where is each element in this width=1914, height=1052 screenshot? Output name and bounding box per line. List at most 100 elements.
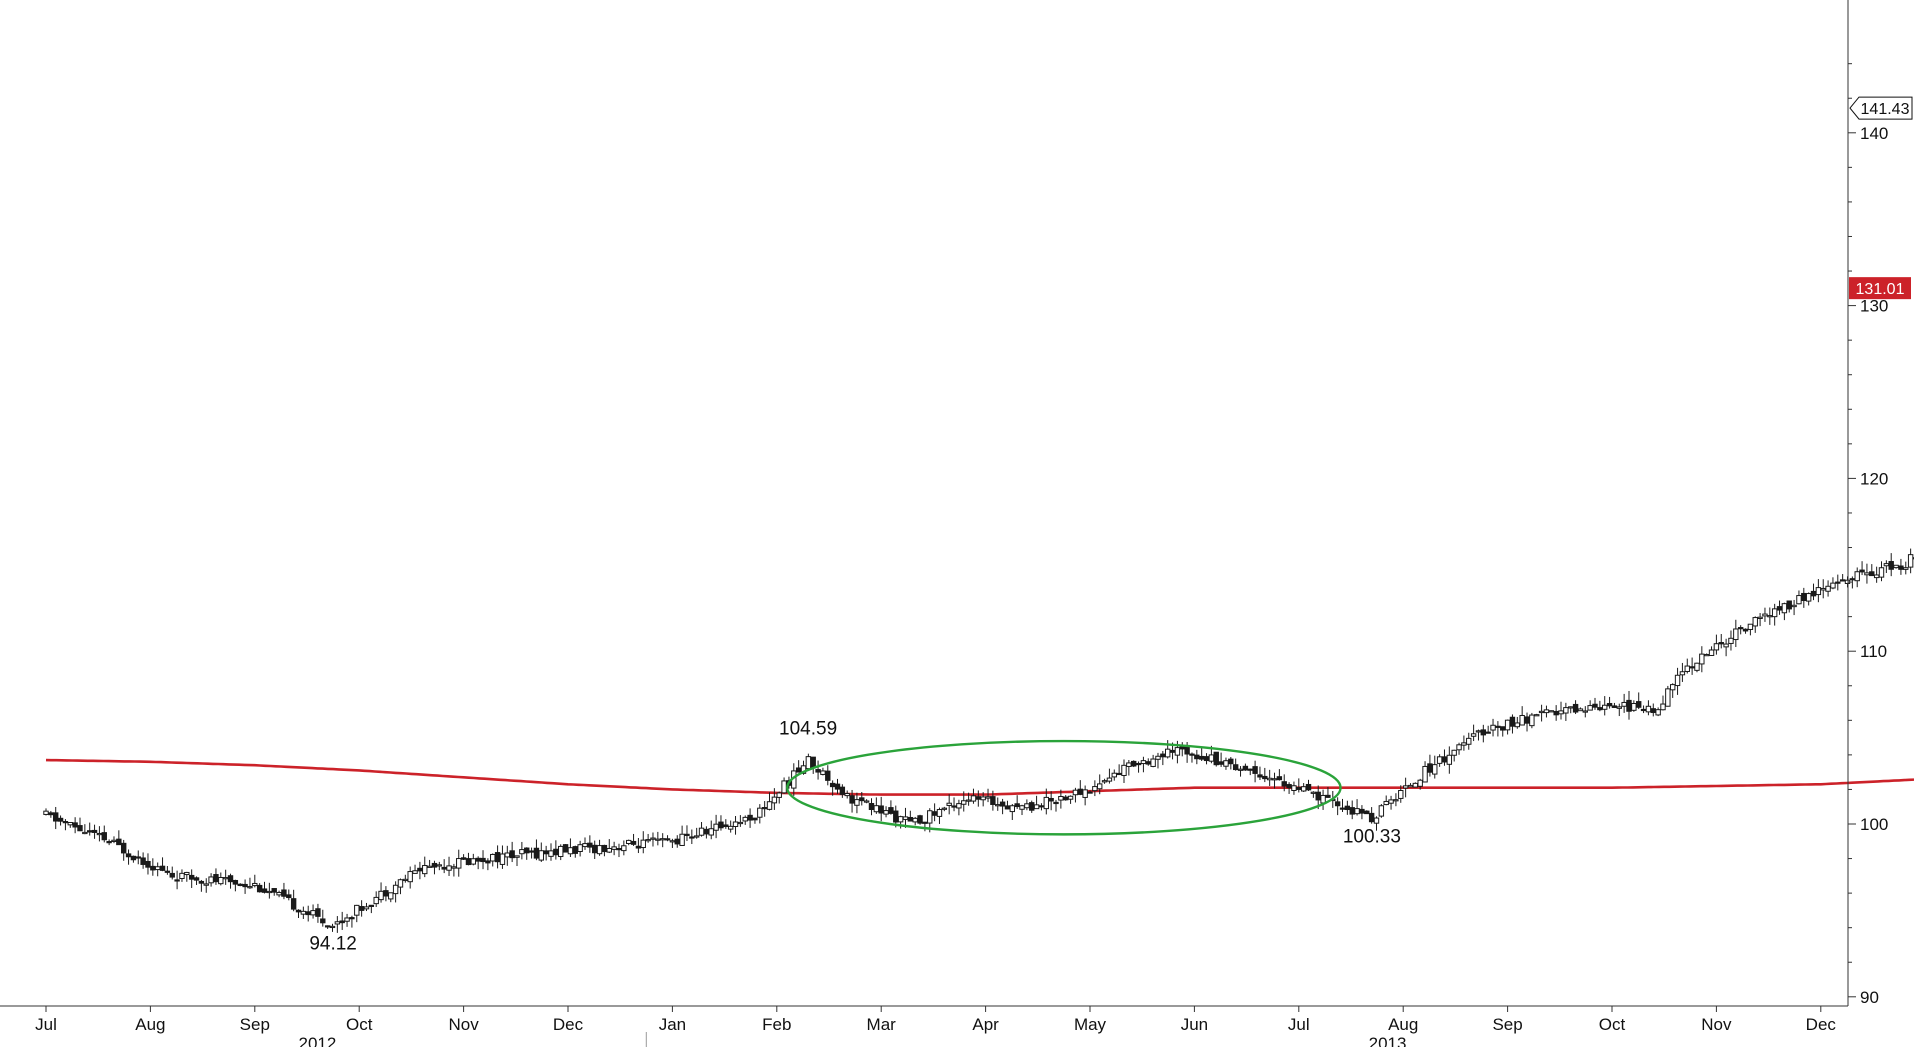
candle-body-up: [1208, 754, 1215, 762]
candle-body-down: [878, 805, 884, 814]
candle-body-down: [213, 874, 219, 883]
candle-body-down: [1718, 642, 1724, 645]
candle-body-up: [558, 845, 564, 858]
candle-body-down: [1636, 701, 1642, 708]
candle-body-up: [1155, 755, 1161, 760]
candle-body-down: [1339, 807, 1346, 810]
candle-body-up: [912, 817, 918, 823]
candle-body-up: [757, 807, 763, 818]
x-month-label: Nov: [448, 1015, 479, 1034]
price-annotation: 100.33: [1343, 826, 1401, 847]
candle-body-down: [480, 857, 486, 863]
candle-body-down: [1296, 786, 1302, 790]
candle-body-up: [1111, 772, 1117, 778]
candle-body-down: [1048, 797, 1054, 802]
candle-body-down: [91, 829, 98, 833]
candle-body-down: [1626, 699, 1632, 712]
candle-body-down: [1441, 756, 1448, 763]
candle-body-up: [519, 849, 525, 855]
candle-body-down: [106, 841, 112, 844]
candle-body-down: [893, 810, 899, 823]
candle-body-up: [1072, 789, 1079, 796]
candle-body-up: [727, 825, 734, 830]
candle-body-down: [1145, 761, 1151, 765]
candle-body-up: [577, 844, 583, 852]
candle-body-up: [222, 877, 229, 880]
y-tick-label: 110: [1860, 642, 1887, 661]
candle-body-down: [1349, 807, 1355, 815]
candle-body-up: [737, 821, 744, 825]
candle-body-up: [1728, 637, 1734, 644]
candle-body-up: [1733, 628, 1739, 641]
candle-body-down: [562, 844, 569, 853]
candle-body-down: [635, 845, 642, 849]
highlight-ellipse: [786, 739, 1342, 836]
candle-body-down: [1572, 703, 1579, 713]
candle-body-up: [1402, 785, 1409, 789]
candle-body-up: [1703, 654, 1710, 657]
candle-body-up: [1398, 789, 1404, 799]
candle-body-up: [805, 756, 812, 770]
candle-body-up: [1126, 762, 1132, 767]
candle-body-down: [601, 844, 608, 853]
candle-body-up: [1223, 760, 1229, 767]
candle-body-down: [130, 855, 137, 861]
candle-body-up: [1388, 799, 1394, 804]
candle-body-up: [800, 765, 807, 774]
candle-body-up: [184, 871, 190, 876]
candle-body-down: [1213, 751, 1219, 766]
candle-body-up: [698, 827, 705, 836]
candle-body-down: [1776, 606, 1783, 611]
candle-body-up: [1378, 805, 1385, 817]
candle-body-up: [1407, 784, 1414, 788]
candle-body-down: [543, 850, 549, 855]
annotation-layer: 94.12104.59100.33118.73131.12124.94133.8…: [309, 719, 1401, 955]
candle-body-down: [684, 833, 690, 836]
candle-body-down: [1359, 808, 1365, 814]
candle-body-up: [1805, 593, 1812, 602]
candle-body-up: [329, 925, 336, 929]
candle-body-down: [57, 817, 64, 822]
candle-body-down: [849, 795, 855, 804]
candle-body-up: [1631, 703, 1637, 711]
candle-body-down: [286, 894, 292, 899]
candle-body-up: [1883, 563, 1890, 567]
candle-body-down: [1242, 765, 1249, 771]
overlay-layer: [786, 739, 1342, 836]
candle-body-up: [936, 809, 943, 817]
candle-body-up: [1771, 608, 1778, 618]
candle-body-down: [271, 888, 277, 893]
candle-body-down: [1849, 578, 1856, 581]
candle-body-down: [1592, 703, 1598, 708]
candle-body-up: [422, 865, 428, 875]
candle-body-up: [980, 796, 986, 801]
candle-body-down: [339, 920, 345, 924]
candle-body-up: [1665, 688, 1671, 707]
candle-body-up: [1504, 719, 1511, 731]
candle-body-up: [1757, 616, 1763, 619]
candle-body-up: [776, 792, 782, 798]
candle-body-down: [747, 814, 753, 821]
candle-body-down: [922, 821, 928, 824]
candle-body-up: [1237, 768, 1244, 771]
candle-body-up: [965, 799, 972, 802]
candle-body-down: [1087, 791, 1093, 794]
candle-body-down: [689, 836, 695, 839]
candle-body-up: [1266, 777, 1273, 781]
candle-body-down: [1160, 753, 1166, 758]
candle-body-down: [1116, 772, 1122, 776]
candle-body-up: [1519, 714, 1525, 726]
candle-body-down: [1334, 801, 1341, 807]
moving-average-line: [45, 758, 1914, 796]
candle-body-down: [990, 796, 996, 805]
candle-body-down: [1427, 763, 1433, 773]
candle-body-down: [485, 860, 491, 864]
candle-body-up: [863, 800, 870, 803]
candle-body-down: [1257, 774, 1263, 778]
candle-body-up: [208, 876, 214, 884]
candle-body-up: [373, 896, 379, 905]
y-tick-label: 120: [1860, 469, 1888, 488]
candle-body-down: [431, 862, 438, 868]
candle-body-up: [640, 839, 646, 849]
